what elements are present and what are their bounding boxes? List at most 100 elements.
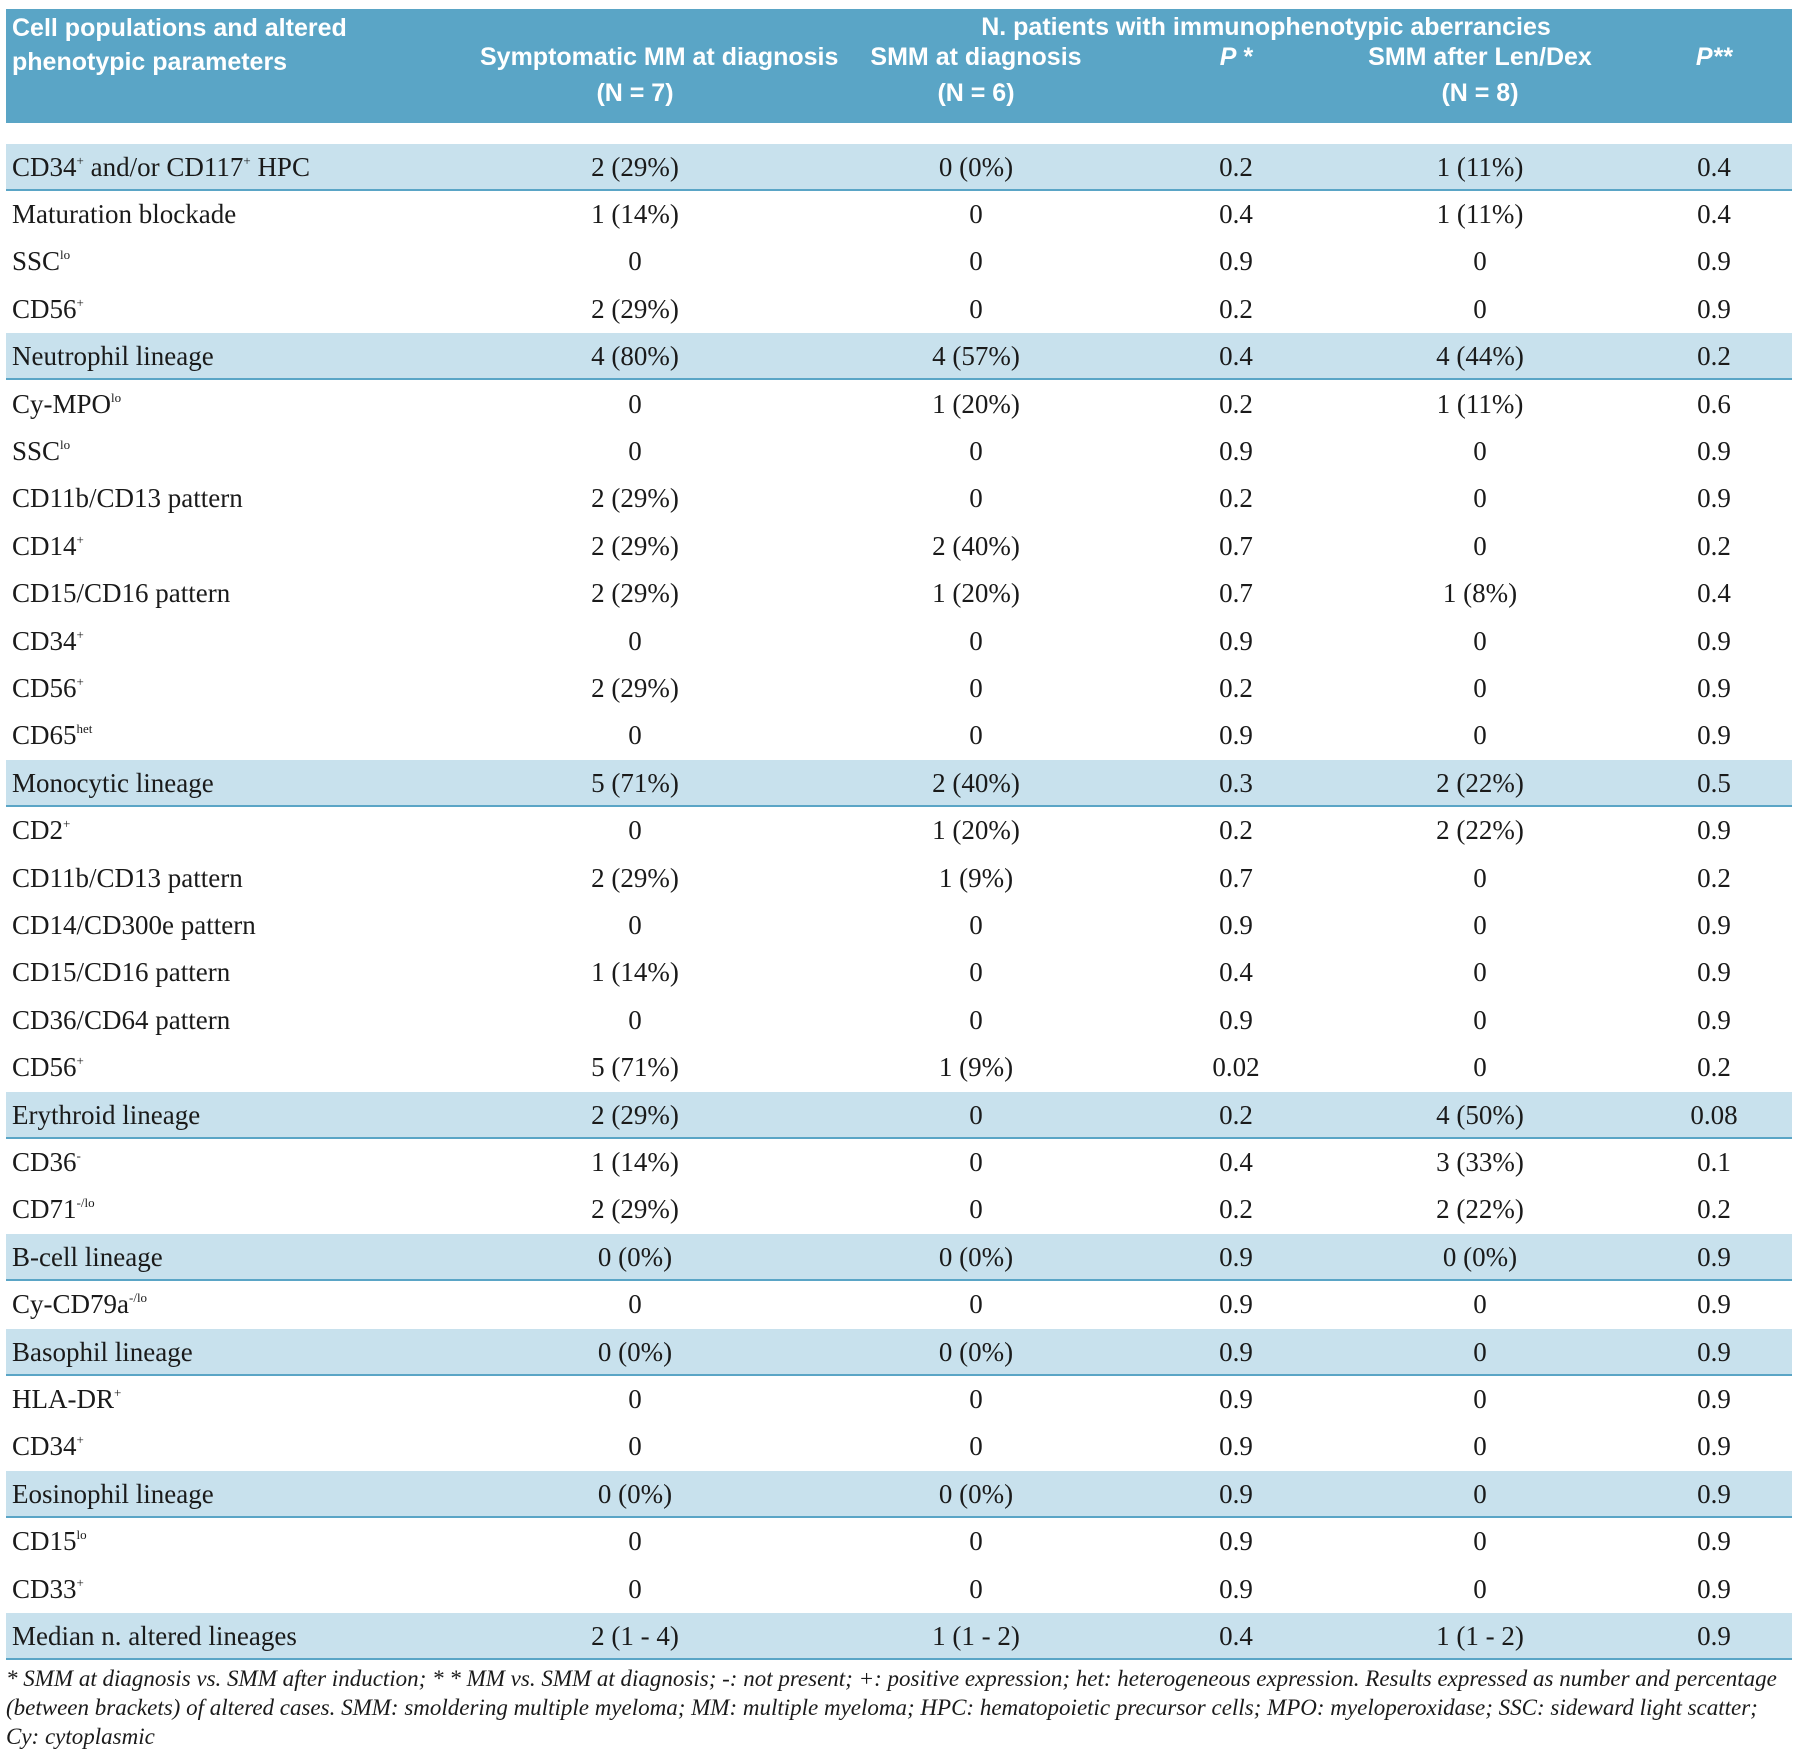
table-cell: 0.9: [1697, 1336, 1731, 1367]
row-label: CD56+: [12, 286, 84, 333]
table-row: CD15/CD16 pattern 1 (14%) 0 0.4 0 0.9: [6, 949, 1792, 996]
table-cell: 0.9: [1219, 1478, 1253, 1509]
label-text: CD15: [12, 1526, 77, 1557]
label-superscript: +: [76, 152, 84, 168]
row-label: Median n. altered lineages: [12, 1613, 297, 1660]
label-text: HPC: [250, 151, 310, 182]
row-label: CD65het: [12, 712, 92, 759]
label-superscript: +: [76, 673, 84, 689]
table-cell: 0.9: [1697, 1431, 1731, 1462]
row-label: CD33+: [12, 1566, 84, 1613]
table-cell: 0.9: [1697, 1241, 1731, 1272]
row-label: Eosinophil lineage: [12, 1471, 214, 1518]
table-cell: 0.9: [1697, 293, 1731, 324]
table-cell: 0: [628, 1289, 642, 1320]
label-text: CD65: [12, 720, 77, 751]
label-text: CD2: [12, 815, 64, 846]
label-text: CD71: [12, 1194, 77, 1225]
row-label: Maturation blockade: [12, 191, 236, 238]
label-text: Eosinophil lineage: [12, 1478, 214, 1509]
table-cell: 1 (20%): [932, 815, 1020, 846]
table-cell: 0.4: [1697, 578, 1731, 609]
row-label: SSClo: [12, 428, 70, 475]
table-row: CD34+ and/or CD117+ HPC 2 (29%) 0 (0%) 0.2 1…: [6, 143, 1792, 191]
table-cell: 0 (0%): [938, 1478, 1014, 1509]
label-text: Basophil lineage: [12, 1336, 193, 1367]
table-cell: 2 (22%): [1436, 815, 1524, 846]
row-label: CD71-/lo: [12, 1186, 95, 1233]
label-text: CD11b/CD13 pattern: [12, 862, 243, 893]
table-cell: 0: [1473, 672, 1487, 703]
table-cell: 0.1: [1697, 1146, 1731, 1177]
table-cell: 0.9: [1219, 1573, 1253, 1604]
column-subtitle: (N = 7): [596, 79, 674, 107]
table-row: CD65het 0 0 0.9 0 0.9: [6, 712, 1792, 759]
table-row: Cy-CD79a-/lo 0 0 0.9 0 0.9: [6, 1281, 1792, 1328]
table-cell: 0: [628, 720, 642, 751]
label-superscript: +: [76, 626, 84, 642]
table-cell: 0: [969, 293, 983, 324]
row-label: CD14+: [12, 523, 84, 570]
table-cell: 0: [1473, 293, 1487, 324]
table-cell: 2 (29%): [591, 862, 679, 893]
table-cell: 0.9: [1697, 483, 1731, 514]
table-cell: 0.9: [1697, 1526, 1731, 1557]
table-cell: 0.9: [1697, 909, 1731, 940]
table-cell: 0: [969, 435, 983, 466]
table-row: SSClo 0 0 0.9 0 0.9: [6, 428, 1792, 475]
table-row: CD2+ 0 1 (20%) 0.2 2 (22%) 0.9: [6, 807, 1792, 854]
label-text: Monocytic lineage: [12, 767, 214, 798]
table-cell: 0.2: [1219, 483, 1253, 514]
table-row: CD15lo 0 0 0.9 0 0.9: [6, 1518, 1792, 1565]
table-cell: 0.9: [1219, 1241, 1253, 1272]
row-label: CD36/CD64 pattern: [12, 997, 230, 1044]
table-cell: 0: [969, 1289, 983, 1320]
table-cell: 0.9: [1219, 1336, 1253, 1367]
table-row: Median n. altered lineages 2 (1 - 4) 1 (1 …: [6, 1612, 1792, 1660]
label-superscript: +: [243, 152, 251, 168]
column-subtitle: (N = 8): [1441, 79, 1519, 107]
row-label: CD15/CD16 pattern: [12, 570, 230, 617]
column-title: SMM after Len/Dex: [1368, 43, 1592, 71]
table-row: Neutrophil lineage 4 (80%) 4 (57%) 0.4 4 (44…: [6, 333, 1792, 381]
label-text: and/or CD117: [83, 151, 244, 182]
table-cell: 0: [969, 672, 983, 703]
table-cell: 1 (9%): [938, 862, 1014, 893]
label-text: Neutrophil lineage: [12, 341, 214, 372]
table-row: Cy-MPOlo 0 1 (20%) 0.2 1 (11%) 0.6: [6, 381, 1792, 428]
table-cell: 0.9: [1697, 1620, 1731, 1651]
table-cell: 0.7: [1219, 862, 1253, 893]
table-row: CD14/CD300e pattern 0 0 0.9 0 0.9: [6, 902, 1792, 949]
table-cell: 0: [969, 1431, 983, 1462]
label-superscript: lo: [60, 436, 71, 452]
table-cell: 0.9: [1219, 625, 1253, 656]
table-cell: 5 (71%): [591, 767, 679, 798]
table-row: CD34+ 0 0 0.9 0 0.9: [6, 618, 1792, 665]
row-label: Cy-MPOlo: [12, 381, 121, 428]
label-text: Cy-CD79a: [12, 1289, 129, 1320]
table-cell: 0.4: [1219, 957, 1253, 988]
table-cell: 0.9: [1697, 625, 1731, 656]
table-cell: 0: [969, 198, 983, 229]
table-cell: 2 (29%): [591, 578, 679, 609]
column-header: P**: [1650, 39, 1778, 75]
table-row: CD15/CD16 pattern 2 (29%) 1 (20%) 0.7 1 (8%)…: [6, 570, 1792, 617]
table-cell: 1 (9%): [938, 1052, 1014, 1083]
label-superscript: -/lo: [76, 1195, 95, 1211]
table-cell: 0 (0%): [597, 1336, 673, 1367]
table-cell: 2 (29%): [591, 293, 679, 324]
table-row: CD71-/lo 2 (29%) 0 0.2 2 (22%) 0.2: [6, 1186, 1792, 1233]
table-cell: 0 (0%): [597, 1241, 673, 1272]
column-title: SMM at diagnosis: [870, 43, 1082, 71]
table-row: Eosinophil lineage 0 (0%) 0 (0%) 0.9 0 0.9: [6, 1470, 1792, 1518]
table-row: SSClo 0 0 0.9 0 0.9: [6, 238, 1792, 285]
table-cell: 2 (40%): [932, 767, 1020, 798]
table-cell: 0: [1473, 625, 1487, 656]
table-cell: 0: [628, 246, 642, 277]
table-cell: 0: [1473, 1431, 1487, 1462]
column-subtitle: (N = 6): [937, 79, 1015, 107]
table-cell: 0.2: [1697, 862, 1731, 893]
table-cell: 0.9: [1697, 1289, 1731, 1320]
table-cell: 0: [1473, 1573, 1487, 1604]
table-cell: 0.2: [1219, 815, 1253, 846]
